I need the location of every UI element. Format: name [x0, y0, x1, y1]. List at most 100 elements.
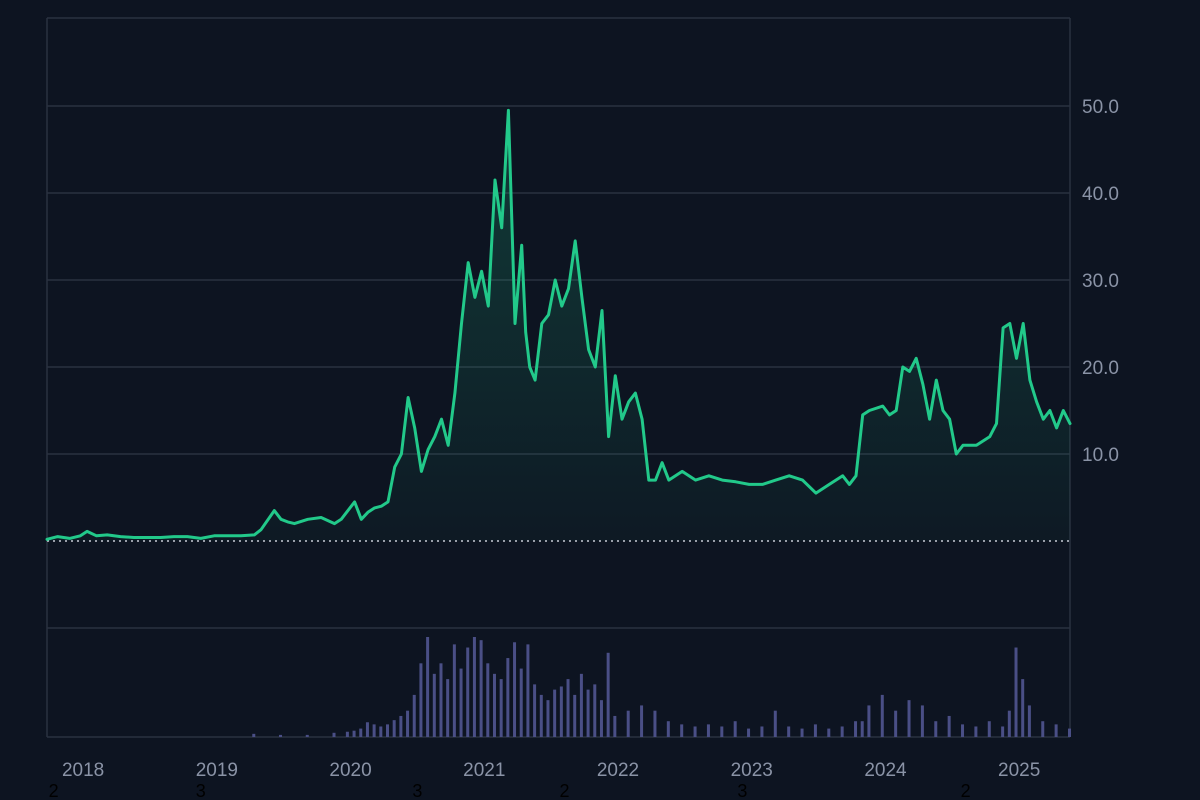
time-tick-label: 2021: [463, 760, 505, 781]
volume-bar: [446, 679, 450, 737]
price-tick-label: 10.0: [1082, 445, 1119, 466]
volume-bar: [252, 733, 256, 737]
volume-bar: [345, 731, 349, 737]
volume-bar: [720, 726, 724, 737]
price-area-fill: [47, 110, 1070, 542]
volume-bar: [626, 710, 630, 737]
event-markers: 2 3 3 2 3 2: [49, 781, 971, 800]
event-marker: 2: [560, 781, 570, 800]
volume-bar: [466, 647, 470, 737]
time-tick-label: 2024: [864, 760, 907, 781]
price-tick-label: 50.0: [1082, 97, 1119, 118]
volume-bar: [827, 728, 831, 737]
time-tick-label: 2020: [329, 760, 371, 781]
volume-bar: [332, 732, 336, 737]
volume-bar: [305, 734, 309, 737]
volume-bar: [860, 721, 864, 737]
volume-bar: [492, 673, 496, 737]
volume-bar: [1068, 728, 1071, 737]
time-tick-label: 2022: [597, 760, 639, 781]
volume-bar: [947, 715, 951, 737]
volume-bar: [840, 726, 844, 737]
volume-bar: [1027, 705, 1031, 737]
volume-bar: [372, 724, 376, 737]
volume-bar: [426, 637, 430, 737]
volume-bar: [974, 726, 978, 737]
volume-bar: [279, 734, 283, 737]
volume-bar: [813, 724, 817, 737]
volume-bar: [506, 658, 510, 737]
volume-bar: [412, 694, 416, 737]
volume-bar: [961, 724, 965, 737]
volume-bar: [519, 668, 523, 737]
price-tick-label: 40.0: [1082, 184, 1119, 205]
volume-bar: [680, 724, 684, 737]
volume-bar: [1014, 647, 1018, 737]
volume-bar: [586, 689, 590, 737]
volume-bar: [733, 721, 737, 737]
volume-bar: [579, 673, 583, 737]
volume-bar: [613, 715, 617, 737]
volume-bar: [880, 694, 884, 737]
volume-bar: [987, 721, 991, 737]
volume-bar: [760, 726, 764, 737]
volume-bar: [1054, 724, 1058, 737]
event-marker: 2: [961, 781, 971, 800]
time-tick-label: 2025: [998, 760, 1040, 781]
volume-bar: [1001, 726, 1005, 737]
volume-bar: [419, 663, 423, 737]
volume-bar: [526, 644, 530, 737]
time-tick-label: 2018: [62, 760, 104, 781]
volume-bar: [459, 668, 463, 737]
volume-bar: [499, 679, 503, 737]
volume-bar: [934, 721, 938, 737]
volume-bar: [787, 726, 791, 737]
event-marker: 3: [412, 781, 422, 800]
price-axis-labels: 10.0 20.0 30.0 40.0 50.0: [1082, 97, 1119, 466]
volume-bar: [432, 673, 436, 737]
volume-bar: [653, 710, 657, 737]
volume-bar: [1041, 721, 1045, 737]
volume-bar: [593, 684, 597, 737]
event-marker: 3: [196, 781, 206, 800]
volume-bar: [894, 710, 898, 737]
volume-bars: [252, 637, 1071, 737]
volume-bar: [439, 663, 443, 737]
volume-bar: [479, 640, 483, 737]
volume-bar: [365, 722, 369, 737]
price-tick-label: 20.0: [1082, 358, 1119, 379]
volume-bar: [747, 728, 751, 737]
volume-bar: [553, 689, 557, 737]
volume-bar: [599, 700, 603, 737]
event-marker: 2: [49, 781, 59, 800]
volume-bar: [472, 637, 476, 737]
volume-bar: [566, 679, 570, 737]
volume-bar: [706, 724, 710, 737]
volume-bar: [907, 700, 911, 737]
volume-bar: [513, 642, 517, 737]
volume-bar: [399, 715, 403, 737]
volume-bar: [546, 700, 550, 737]
volume-bar: [573, 694, 577, 737]
time-tick-label: 2023: [731, 760, 773, 781]
price-line: [45, 108, 1072, 541]
volume-bar: [693, 726, 697, 737]
volume-bar: [539, 694, 543, 737]
volume-bar: [773, 710, 777, 737]
volume-bar: [352, 730, 356, 737]
volume-bar: [392, 720, 396, 737]
volume-bar: [640, 705, 644, 737]
volume-bar: [854, 721, 858, 737]
volume-bar: [1007, 710, 1011, 737]
price-tick-label: 30.0: [1082, 271, 1119, 292]
volume-bar: [920, 705, 924, 737]
volume-bar: [533, 684, 537, 737]
volume-bar: [379, 726, 383, 737]
volume-bar: [1021, 679, 1025, 737]
volume-bar: [406, 710, 410, 737]
volume-bar: [867, 705, 871, 737]
volume-bar: [559, 686, 563, 737]
time-tick-label: 2019: [196, 760, 238, 781]
volume-bar: [359, 728, 363, 737]
